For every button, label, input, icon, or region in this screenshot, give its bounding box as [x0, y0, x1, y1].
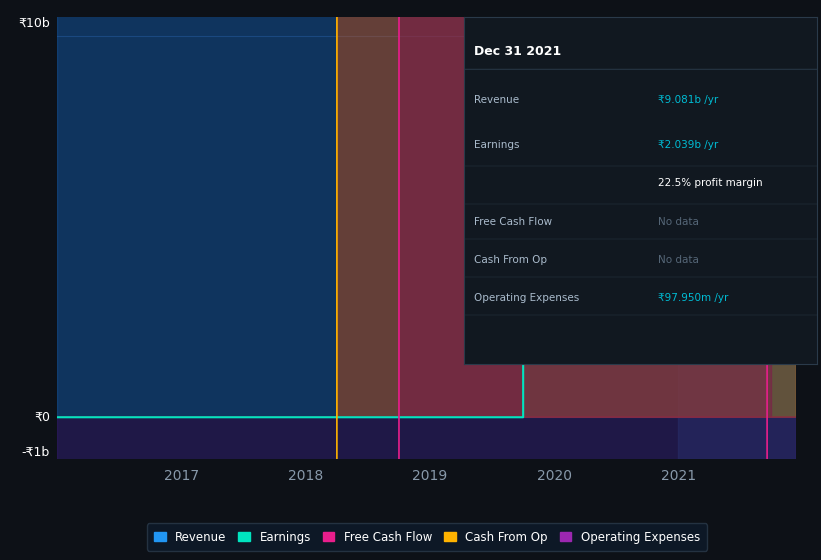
Text: ₹10b: ₹10b: [18, 17, 50, 30]
Text: -₹1b: -₹1b: [22, 446, 50, 459]
Text: Revenue: Revenue: [475, 95, 520, 105]
Text: ₹2.039b /yr: ₹2.039b /yr: [658, 140, 718, 150]
Bar: [678, 17, 796, 459]
Text: Free Cash Flow: Free Cash Flow: [475, 217, 553, 227]
Text: ₹0: ₹0: [34, 410, 50, 424]
Text: No data: No data: [658, 217, 699, 227]
Text: No data: No data: [658, 255, 699, 265]
Text: 22.5% profit margin: 22.5% profit margin: [658, 179, 763, 189]
Text: ₹97.950m /yr: ₹97.950m /yr: [658, 293, 728, 303]
Text: Earnings: Earnings: [475, 140, 520, 150]
Legend: Revenue, Earnings, Free Cash Flow, Cash From Op, Operating Expenses: Revenue, Earnings, Free Cash Flow, Cash …: [147, 524, 707, 550]
Text: ₹9.081b /yr: ₹9.081b /yr: [658, 95, 718, 105]
Text: Cash From Op: Cash From Op: [475, 255, 548, 265]
Text: Dec 31 2021: Dec 31 2021: [475, 45, 562, 58]
Text: Operating Expenses: Operating Expenses: [475, 293, 580, 303]
